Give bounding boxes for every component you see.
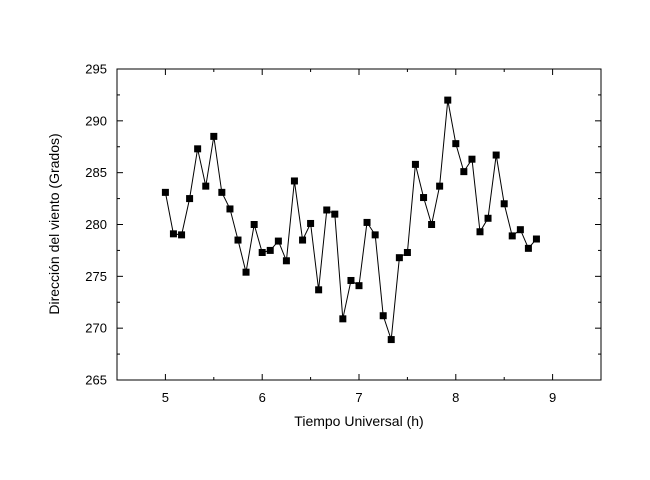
series-line: [164, 100, 537, 340]
data-point: [492, 151, 500, 159]
data-point: [186, 195, 194, 203]
data-point: [371, 231, 379, 239]
data-point: [202, 182, 210, 190]
x-tick-label: 8: [452, 390, 459, 405]
data-point: [315, 286, 323, 294]
data-point: [307, 219, 315, 227]
data-point: [508, 232, 516, 240]
data-point: [323, 206, 331, 214]
data-point: [274, 237, 282, 245]
data-point: [282, 257, 290, 265]
data-point: [395, 254, 403, 262]
data-point: [242, 268, 250, 276]
data-point: [250, 221, 258, 228]
data-point: [379, 312, 387, 320]
data-point: [290, 177, 298, 185]
data-point: [524, 244, 532, 252]
x-axis-label: Tiempo Universal (h): [294, 413, 423, 429]
data-point: [387, 336, 395, 344]
data-point: [484, 214, 492, 222]
data-point: [532, 235, 540, 243]
plot-frame: [116, 68, 602, 381]
data-point: [436, 182, 444, 190]
data-point: [411, 160, 419, 168]
data-point: [210, 132, 218, 140]
data-point: [428, 221, 436, 228]
y-tick-label: 275: [85, 269, 107, 284]
y-tick-label: 280: [85, 217, 107, 232]
tick-labels: 5 6 7 8 9 265 270 275 280 285 290 295: [85, 62, 556, 406]
data-point: [476, 228, 484, 236]
data-point: [363, 218, 371, 226]
data-point: [218, 188, 226, 196]
x-tick-label: 7: [355, 390, 362, 405]
data-point: [460, 168, 468, 176]
data-point: [194, 145, 202, 153]
data-point: [468, 155, 476, 163]
x-tick-label: 9: [549, 390, 556, 405]
y-tick-label: 265: [85, 373, 107, 388]
data-point: [516, 226, 524, 234]
data-point: [420, 194, 428, 202]
y-tick-label: 290: [85, 113, 107, 128]
y-tick-label: 270: [85, 321, 107, 336]
data-point: [355, 282, 363, 290]
y-axis-label: Dirección del viento (Grados): [46, 133, 62, 314]
data-point: [347, 276, 355, 284]
data-point: [258, 248, 266, 256]
data-point: [161, 188, 169, 196]
axis-ticks: [116, 68, 602, 381]
data-point: [299, 236, 307, 244]
data-point: [452, 140, 460, 148]
data-point: [403, 248, 411, 256]
data-point: [444, 96, 452, 104]
data-point: [266, 246, 274, 254]
series-markers: [161, 96, 540, 344]
y-tick-label: 295: [85, 62, 107, 77]
x-tick-label: 5: [162, 390, 169, 405]
data-point: [339, 315, 347, 323]
data-point: [500, 200, 508, 208]
data-point: [226, 205, 234, 213]
data-point: [169, 230, 177, 238]
data-point: [331, 210, 339, 218]
y-tick-label: 285: [85, 165, 107, 180]
data-point: [234, 236, 242, 244]
data-point: [178, 231, 186, 239]
x-tick-label: 6: [259, 390, 266, 405]
